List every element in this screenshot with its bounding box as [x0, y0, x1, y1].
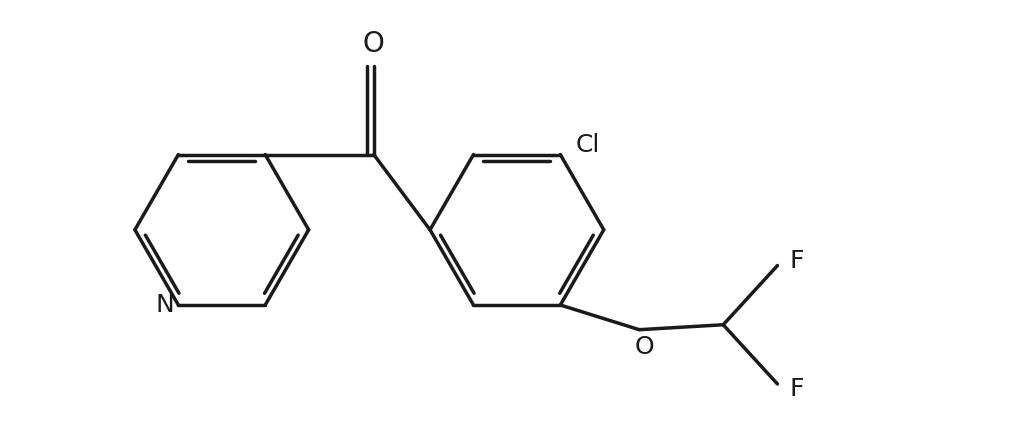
- Text: O: O: [634, 336, 654, 360]
- Text: O: O: [362, 30, 385, 58]
- Text: Cl: Cl: [575, 133, 600, 157]
- Text: F: F: [789, 377, 804, 401]
- Text: N: N: [155, 293, 174, 317]
- Text: F: F: [789, 249, 804, 273]
